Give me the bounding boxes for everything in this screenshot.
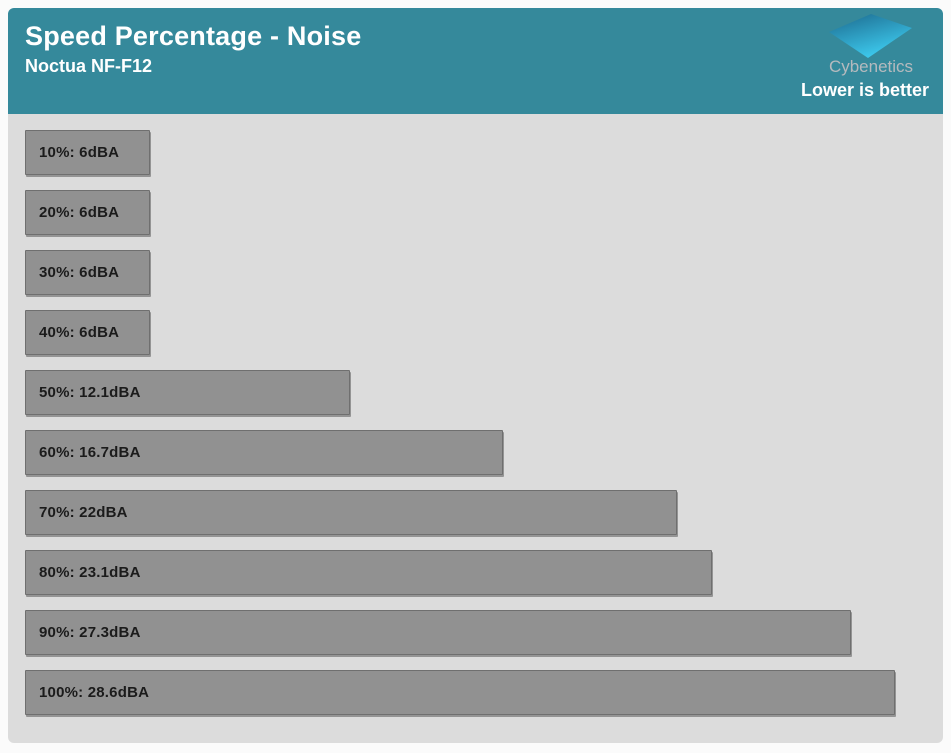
brand-name: Cybenetics [828, 57, 914, 76]
bar-label: 10%: 6dBA [39, 144, 120, 161]
bar-70-percent: 70%: 22dBA [25, 490, 677, 535]
bar-40-percent: 40%: 6dBA [25, 310, 150, 355]
bar-80-percent: 80%: 23.1dBA [25, 550, 712, 595]
chart-card: Speed Percentage - Noise Noctua NF-F12 C… [8, 8, 943, 743]
bar-100-percent: 100%: 28.6dBA [25, 670, 895, 715]
chart-subtitle: Noctua NF-F12 [25, 56, 153, 76]
bar-label: 50%: 12.1dBA [39, 384, 141, 401]
bar-30-percent: 30%: 6dBA [25, 250, 150, 295]
bar-label: 30%: 6dBA [39, 264, 120, 281]
bar-20-percent: 20%: 6dBA [25, 190, 150, 235]
cybenetics-logo-icon [829, 14, 912, 58]
bar-label: 90%: 27.3dBA [39, 624, 141, 641]
plot-area: 10%: 6dBA 20%: 6dBA 30%: 6dBA 40%: 6dBA 50%:… [8, 114, 943, 743]
bar-50-percent: 50%: 12.1dBA [25, 370, 350, 415]
bar-label: 70%: 22dBA [39, 504, 128, 521]
bar-60-percent: 60%: 16.7dBA [25, 430, 503, 475]
chart-header: Speed Percentage - Noise Noctua NF-F12 C… [8, 8, 943, 114]
bar-10-percent: 10%: 6dBA [25, 130, 150, 175]
bar-label: 20%: 6dBA [39, 204, 120, 221]
chart-title: Speed Percentage - Noise [25, 21, 362, 51]
bar-label: 40%: 6dBA [39, 324, 120, 341]
brand-block: Cybenetics [815, 12, 927, 76]
bar-label: 100%: 28.6dBA [39, 684, 150, 701]
bar-label: 60%: 16.7dBA [39, 444, 141, 461]
lower-is-better-note: Lower is better [800, 80, 929, 100]
header-right-block: Cybenetics Lower is better [801, 12, 929, 100]
bar-90-percent: 90%: 27.3dBA [25, 610, 851, 655]
bar-label: 80%: 23.1dBA [39, 564, 141, 581]
